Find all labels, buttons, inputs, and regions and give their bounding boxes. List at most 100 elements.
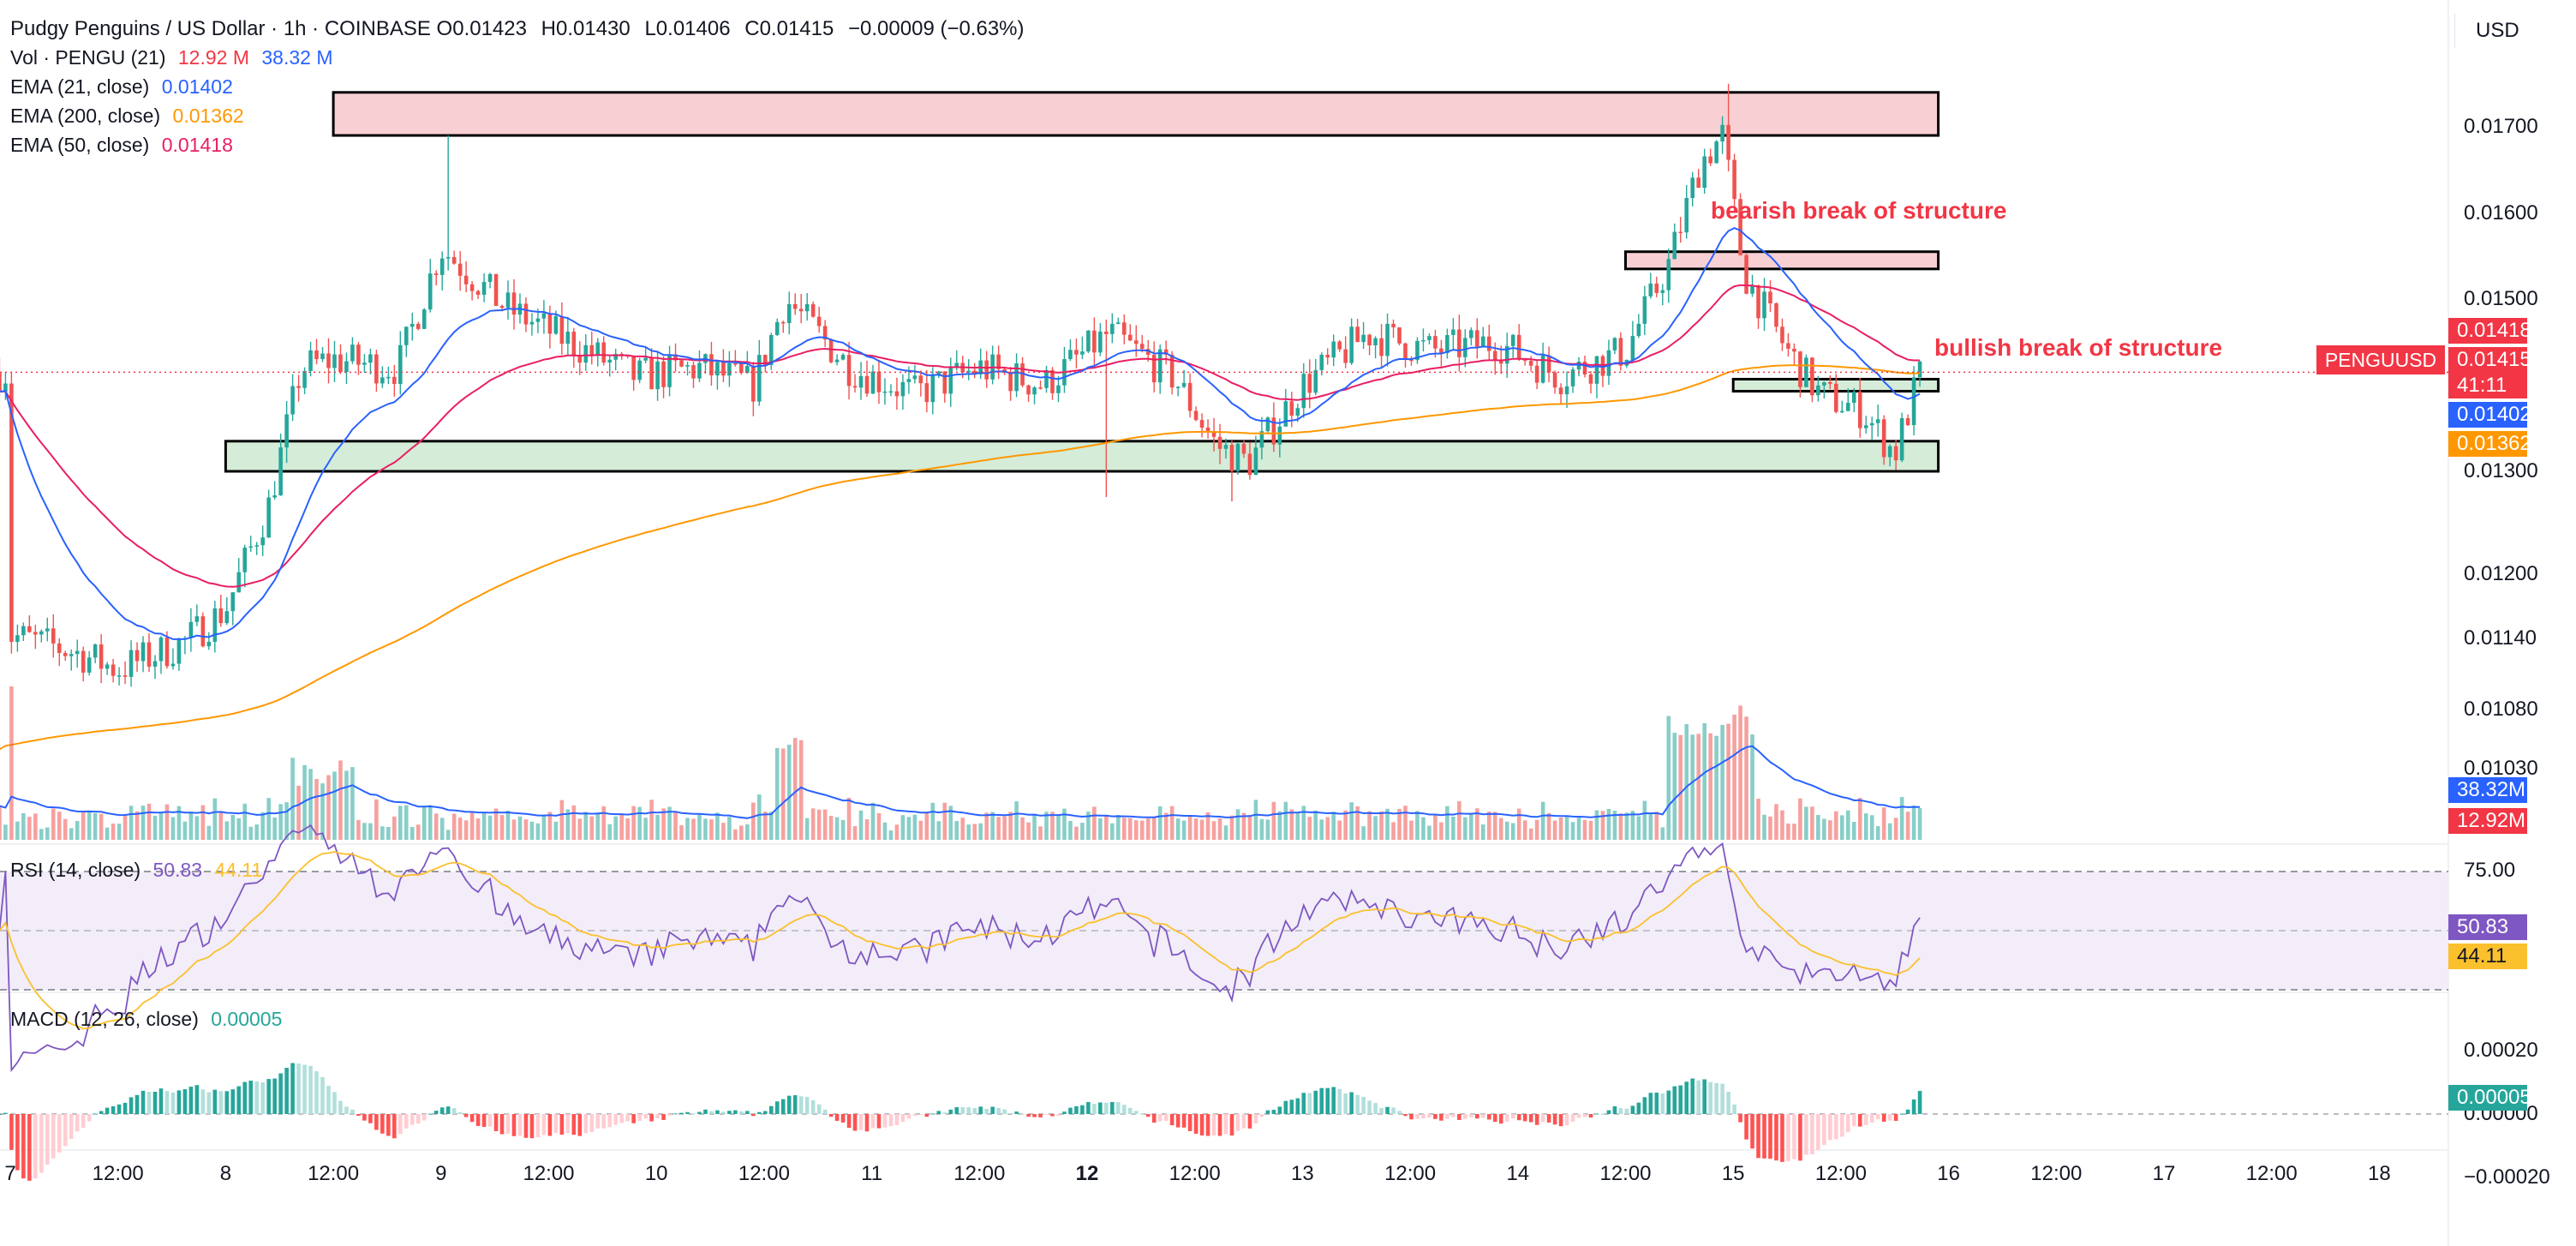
volume-bar [1672,733,1677,840]
candle-body [667,354,672,387]
candle-body [1618,338,1623,366]
volume-bar [774,747,780,840]
price-tick: 0.01500 [2464,287,2538,310]
candle-body [242,548,248,572]
volume-bar [1433,814,1437,840]
ema50-legend[interactable]: EMA (50, close) 0.01418 [10,134,233,157]
candle-body [248,546,254,548]
volume-bar [661,808,666,840]
macd-histogram-bar [1738,1114,1742,1123]
volume-bar [1475,808,1479,840]
volume-bar [1828,820,1832,840]
candle-body [421,309,427,329]
ema21-legend[interactable]: EMA (21, close) 0.01402 [10,75,233,99]
macd-histogram-bar [1127,1107,1133,1114]
macd-histogram-bar [1558,1114,1563,1127]
volume-bar [302,764,307,840]
volume-bar [1373,816,1378,840]
macd-histogram-bar [1816,1114,1820,1151]
candle-body [643,357,648,361]
vol-label: Vol · PENGU (21) [10,46,166,69]
macd-histogram-bar [445,1106,451,1114]
symbol-title[interactable]: Pudgy Penguins / US Dollar · 1h · COINBA… [10,17,431,40]
macd-histogram-bar [1917,1091,1922,1114]
rsi-legend[interactable]: RSI (14, close) 50.83 44.11 [10,859,262,882]
macd-histogram-bar [816,1104,822,1114]
volume-bar [1768,816,1772,840]
macd-histogram-bar [1469,1114,1473,1117]
volume-bar [882,822,888,840]
volume-bar [117,824,122,840]
candle-body [858,375,864,388]
candle-body [1325,355,1330,358]
macd-histogram-bar [1798,1114,1802,1161]
volume-bar [1612,811,1617,840]
macd-histogram-bar [1169,1114,1174,1126]
macd-histogram-bar [691,1113,696,1115]
macd-histogram-bar [1857,1114,1862,1127]
volume-bar [403,805,409,840]
volume-bar [1792,824,1796,840]
bullish-annotation[interactable]: bullish break of structure [1934,334,2223,361]
volume-bar [1271,801,1276,840]
macd-histogram-bar [1187,1114,1192,1131]
candle-body [1127,334,1133,341]
volume-bar [972,824,977,840]
macd-histogram-bar [792,1095,798,1114]
rsi-value: 50.83 [152,859,203,881]
candle-body [1869,422,1874,426]
macd-histogram-bar [1732,1104,1736,1114]
macd-histogram-bar [1684,1081,1689,1114]
macd-histogram-bar [1289,1099,1294,1114]
candle-body [553,315,559,334]
ema200-legend[interactable]: EMA (200, close) 0.01362 [10,105,244,128]
macd-histogram-bar [188,1087,194,1114]
volume-bar [978,823,983,840]
currency-selector[interactable]: USD [2454,14,2566,48]
candle-body [972,370,977,374]
macd-histogram-bar [1750,1114,1754,1149]
macd-histogram-bar [1139,1113,1145,1115]
volume-bar [1427,825,1431,840]
volume-bar [1582,819,1587,840]
macd-histogram-bar [1379,1107,1384,1114]
volume-bar [164,804,170,840]
volume-bar [39,829,44,840]
macd-histogram-bar [1361,1096,1366,1114]
candle-body [601,342,607,363]
candle-body [1528,361,1533,366]
time-tick: 12 [1075,1162,1099,1185]
macd-histogram-bar [1026,1114,1031,1117]
volume-bar [451,813,457,840]
candle-body [757,355,762,402]
candle-body [386,376,391,379]
macd-histogram-bar [685,1111,690,1114]
macd-legend[interactable]: MACD (12, 26, close) 0.00005 [10,1008,282,1031]
macd-histogram-bar [1810,1114,1814,1155]
macd-histogram-bar [517,1114,523,1136]
vol-legend[interactable]: Vol · PENGU (21) 12.92 M 38.32 M [10,46,333,69]
bearish-annotation[interactable]: bearish break of structure [1711,197,2007,224]
macd-histogram-bar [1020,1113,1025,1115]
candle-body [290,386,295,415]
candle-body [768,334,774,365]
macd-histogram-bar [780,1099,786,1114]
candle-body [1887,446,1892,458]
candle-body [1032,387,1037,395]
volume-bar [1199,819,1204,840]
candle-body [1594,356,1599,384]
candle-body [1636,323,1641,337]
volume-bar [643,818,648,840]
macd-histogram-bar [1834,1114,1838,1140]
volume-bar [1504,821,1509,840]
candle-body [1708,156,1712,164]
macd-histogram-bar [9,1114,14,1150]
time-tick: 17 [2152,1162,2176,1185]
candle-body [733,363,738,365]
volume-bar [1480,824,1485,840]
volume-bar [918,820,923,840]
rsi-badge: 50.83 [2448,914,2527,940]
candle-body [1828,382,1832,384]
vol-value: 12.92 M [177,46,249,69]
